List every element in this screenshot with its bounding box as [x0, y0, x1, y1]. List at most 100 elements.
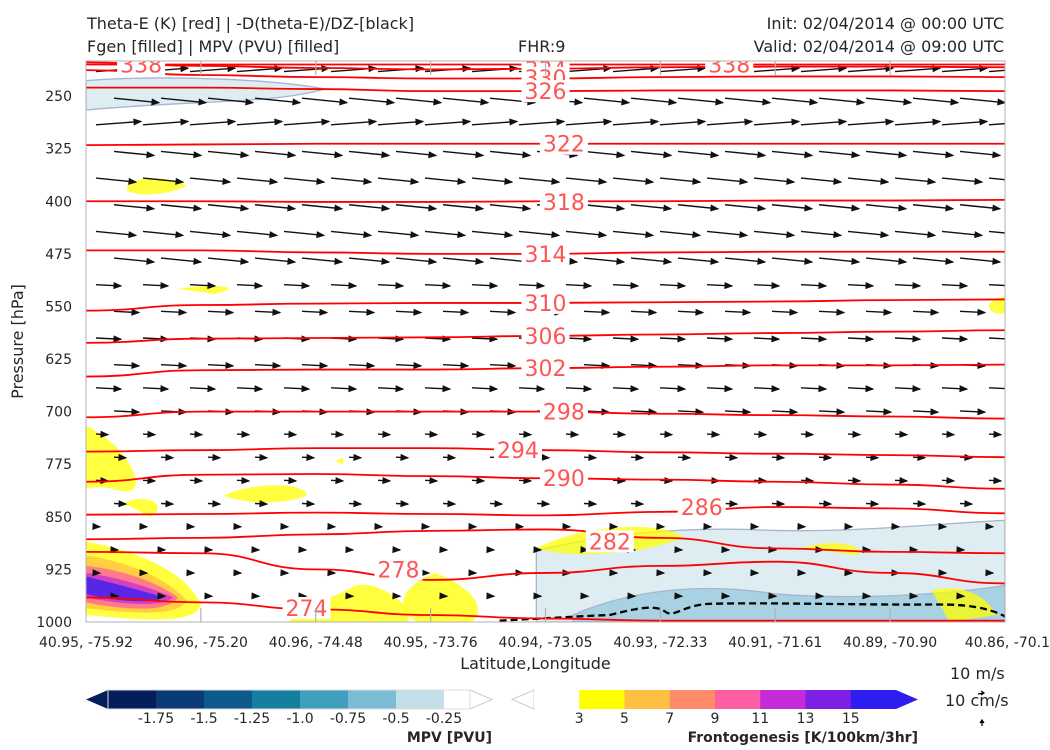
fgen-colorbar-segment	[850, 690, 897, 709]
wind-arrowhead	[836, 408, 846, 416]
wind-arrowhead	[439, 546, 449, 554]
wind-arrowhead	[319, 361, 329, 370]
wind-arrowhead	[856, 98, 866, 106]
wind-arrow	[95, 120, 142, 126]
wind-arrowhead	[703, 522, 713, 530]
mpv-colorbar-tick: -1.25	[234, 711, 270, 727]
wind-arrowhead	[617, 430, 627, 438]
wind-arrowhead	[851, 151, 861, 159]
wind-arrowhead	[852, 430, 862, 438]
wind-arrowhead	[663, 204, 673, 212]
wind-arrowhead	[128, 177, 138, 185]
wind-arrowhead	[865, 385, 875, 393]
wind-arrowhead	[421, 522, 431, 530]
wind-arrowhead	[280, 522, 290, 530]
wind-arrowhead	[178, 308, 188, 316]
wind-scale-arrows	[977, 690, 986, 726]
wind-arrowhead	[113, 335, 123, 343]
wind-arrowhead	[287, 204, 297, 212]
wind-arrowhead	[630, 282, 640, 290]
theta-e-label-bg	[374, 558, 423, 581]
fgen-colorbar-extend-high	[896, 690, 918, 709]
wind-arrow	[988, 387, 1005, 390]
wind-arrowhead	[682, 453, 692, 461]
wind-arrowhead	[695, 308, 705, 316]
wind-arrowhead	[627, 592, 637, 600]
wind-arrowhead	[583, 282, 593, 290]
mpv-colorbar-segment	[252, 690, 301, 709]
wind-arrowhead	[335, 477, 345, 485]
wind-arrowhead	[139, 522, 149, 530]
theta-e-label-286: 286	[681, 496, 723, 521]
mpv-colorbar-tick: -0.75	[330, 711, 366, 727]
wind-arrowhead	[225, 361, 235, 370]
wind-arrowhead	[791, 118, 801, 126]
wind-arrowhead	[353, 453, 363, 461]
wind-arrowhead	[536, 385, 546, 393]
wind-arrow	[894, 67, 941, 73]
wind-arrowhead	[789, 308, 799, 316]
wind-arrowhead	[762, 98, 772, 106]
wind-arrowhead	[139, 569, 149, 577]
theta-e-label-326: 326	[525, 80, 567, 105]
wind-arrowhead	[776, 500, 786, 508]
wind-arrowhead	[175, 231, 185, 239]
wind-arrowhead	[674, 592, 684, 600]
wind-arrowhead	[146, 151, 156, 159]
wind-arrowhead	[776, 453, 786, 461]
wind-arrowhead	[180, 118, 190, 126]
wind-arrowhead	[844, 522, 854, 530]
y-tick-label: 625	[45, 352, 72, 368]
wind-arrowhead	[744, 118, 754, 126]
theta-e-label-278: 278	[377, 558, 419, 583]
wind-arrow	[988, 230, 1005, 234]
wind-arrowhead	[241, 430, 251, 438]
wind-arrowhead	[118, 500, 128, 508]
fgen-region-5	[122, 499, 158, 517]
theta-e-label-310: 310	[525, 292, 567, 317]
wind-arrowhead	[898, 204, 908, 212]
wind-arrow	[941, 120, 988, 126]
wind-arrow	[377, 120, 424, 126]
wind-arrowhead	[580, 592, 590, 600]
wind-arrowhead	[818, 282, 828, 290]
wind-arrow	[236, 67, 283, 73]
wind-arrowhead	[912, 385, 922, 393]
wind-arrowhead	[645, 231, 655, 239]
wind-arrowhead	[460, 361, 470, 370]
wind-arrowhead	[645, 177, 655, 185]
wind-arrowhead	[533, 546, 543, 554]
wind-arrowhead	[363, 177, 373, 185]
wind-arrowhead	[160, 385, 170, 393]
wind-arrowhead	[222, 177, 232, 185]
wind-arrow	[988, 283, 1005, 287]
theta-e-label-bg	[493, 439, 542, 462]
wind-arrowhead	[366, 361, 376, 370]
wind-arrowhead	[750, 569, 760, 577]
wind-arrowhead	[616, 151, 626, 159]
wind-arrowhead	[306, 453, 316, 461]
wind-arrowhead	[429, 430, 439, 438]
wind-arrowhead	[395, 385, 405, 393]
wind-arrowhead	[833, 231, 843, 239]
wind-arrow	[283, 120, 330, 126]
wind-arrowhead	[757, 204, 767, 212]
wind-arrowhead	[724, 385, 734, 393]
wind-arrowhead	[368, 118, 378, 126]
wind-arrowhead	[133, 118, 143, 126]
fgen-region-1	[127, 178, 188, 195]
wind-arrowhead	[851, 257, 861, 265]
wind-arrowhead	[574, 98, 584, 106]
wind-arrowhead	[507, 308, 517, 316]
wind-arrowhead	[241, 477, 251, 485]
wind-arrowhead	[883, 308, 893, 316]
wind-arrow	[565, 120, 612, 126]
wind-arrowhead	[912, 282, 922, 290]
fgen-colorbar-segment	[534, 690, 580, 709]
wind-arrowhead	[475, 151, 485, 159]
mpv-colorbar-segment	[300, 690, 349, 709]
wind-arrowhead	[269, 177, 279, 185]
wind-arrow	[659, 67, 706, 73]
x-axis-title: Latitude,Longitude	[460, 654, 611, 673]
wind-arrowhead	[475, 204, 485, 212]
